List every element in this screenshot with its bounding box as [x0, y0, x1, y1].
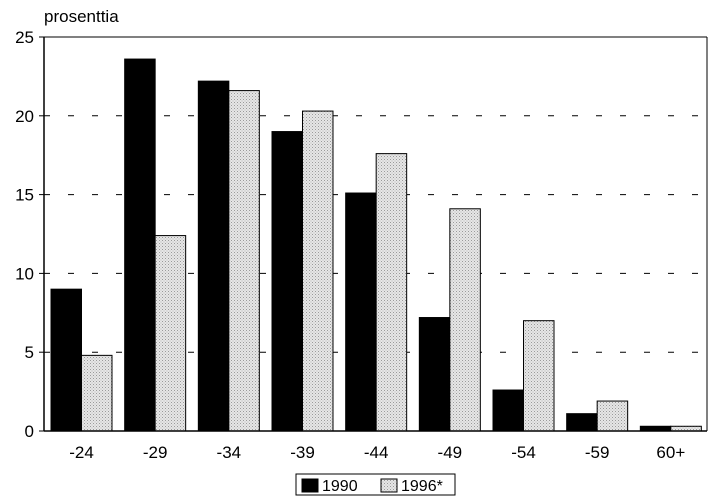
gridlines: [44, 115, 707, 353]
bar-1996-6: [449, 208, 481, 432]
y-tick-label: 20: [15, 107, 34, 126]
y-tick-label: 10: [15, 264, 34, 283]
bar-1996-1: [81, 354, 113, 432]
legend-box: [295, 473, 456, 496]
x-tick-labels: -24 -29 -34 -39 -44 -49 -54 -59 60+: [69, 443, 685, 462]
bar-1990-3: [197, 80, 230, 432]
y-axis-label: prosenttia: [44, 7, 119, 26]
bar-1996-3: [228, 90, 260, 432]
legend: 1990 1996*: [295, 473, 456, 496]
bar-1990-8: [566, 413, 598, 432]
bar-1996-2: [154, 235, 187, 432]
x-tick-label: -29: [143, 443, 168, 462]
bar-1996-5: [375, 153, 408, 432]
bar-1990-7: [492, 389, 524, 432]
axes: [39, 36, 708, 432]
bar-1990-5: [345, 192, 377, 432]
x-tick-label: 60+: [656, 443, 685, 462]
x-tick-label: -39: [290, 443, 315, 462]
legend-swatch-1990: [301, 478, 319, 493]
bar-1990-2: [124, 58, 156, 432]
y-tick-label: 15: [15, 186, 34, 205]
bar-1996-4: [302, 110, 334, 432]
y-tick-label: 5: [25, 343, 34, 362]
bar-1990-1: [50, 288, 82, 432]
x-tick-label: -49: [438, 443, 463, 462]
x-tick-label: -59: [585, 443, 610, 462]
y-tick-labels: 0 5 10 15 20 25: [15, 28, 34, 441]
bar-1990-6: [418, 317, 451, 432]
bar-1996-7: [523, 320, 555, 432]
x-tick-label: -34: [217, 443, 242, 462]
legend-swatch-1996: [380, 478, 398, 493]
legend-label-1996: 1996*: [401, 478, 443, 495]
x-tick-label: -24: [69, 443, 94, 462]
bar-1996-8: [596, 400, 629, 432]
y-tick-label: 25: [15, 28, 34, 47]
legend-label-1990: 1990: [322, 478, 358, 495]
bar-1990-4: [271, 131, 303, 432]
bars: [50, 58, 702, 432]
x-tick-label: -54: [511, 443, 536, 462]
y-tick-label: 0: [25, 422, 34, 441]
x-tick-label: -44: [364, 443, 389, 462]
